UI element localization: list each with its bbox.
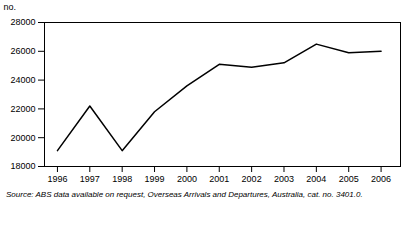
svg-text:20000: 20000 <box>10 133 35 143</box>
svg-text:1997: 1997 <box>80 174 100 184</box>
svg-text:2004: 2004 <box>306 174 326 184</box>
svg-text:18000: 18000 <box>10 161 35 171</box>
html-text:Source: ABS data available on: Source: ABS data available on request, O… <box>6 190 363 199</box>
svg-text:22000: 22000 <box>10 104 35 114</box>
svg-text:1998: 1998 <box>112 174 132 184</box>
svg-text:28000: 28000 <box>10 17 35 27</box>
svg-text:26000: 26000 <box>10 46 35 56</box>
svg-text:2006: 2006 <box>371 174 391 184</box>
svg-text:1999: 1999 <box>145 174 165 184</box>
svg-text:24000: 24000 <box>10 75 35 85</box>
svg-text:2003: 2003 <box>274 174 294 184</box>
svg-text:1996: 1996 <box>47 174 67 184</box>
svg-text:2005: 2005 <box>339 174 359 184</box>
svg-text:2000: 2000 <box>177 174 197 184</box>
svg-text:2001: 2001 <box>209 174 229 184</box>
svg-text:no.: no. <box>4 2 17 12</box>
svg-text:2002: 2002 <box>242 174 262 184</box>
